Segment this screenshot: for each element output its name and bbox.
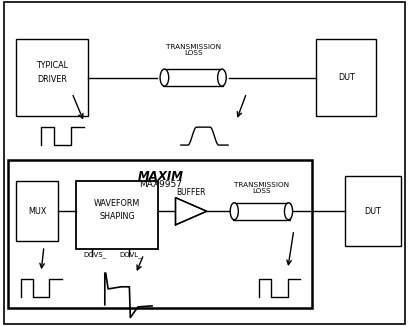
Bar [345,176,401,246]
Text: LOSS: LOSS [252,188,271,194]
Ellipse shape [230,203,238,220]
Text: TRANSMISSION: TRANSMISSION [234,182,289,188]
Text: DUT: DUT [365,207,381,216]
Bar [233,203,290,220]
Text: MUX: MUX [28,207,46,216]
Text: MAX9957: MAX9957 [139,180,182,189]
Text: TYPICAL: TYPICAL [37,61,68,70]
Ellipse shape [218,69,226,86]
Bar [163,69,224,86]
Text: DOVS_: DOVS_ [83,252,106,259]
Text: WAVEFORM: WAVEFORM [94,199,140,208]
Text: LOSS: LOSS [184,50,203,56]
Bar [76,181,158,249]
Polygon shape [175,198,207,225]
Text: SHAPING: SHAPING [99,212,135,221]
Ellipse shape [160,69,169,86]
Bar [8,160,312,308]
Bar [316,39,376,116]
Ellipse shape [284,203,293,220]
Text: DOVL_: DOVL_ [119,252,142,259]
Text: DRIVER: DRIVER [37,75,67,84]
Text: BUFFER: BUFFER [176,188,206,197]
Bar [16,39,88,116]
Text: TRANSMISSION: TRANSMISSION [166,44,221,50]
Text: MAXIM: MAXIM [137,170,183,183]
Bar [16,181,58,241]
Text: DUT: DUT [338,73,355,82]
